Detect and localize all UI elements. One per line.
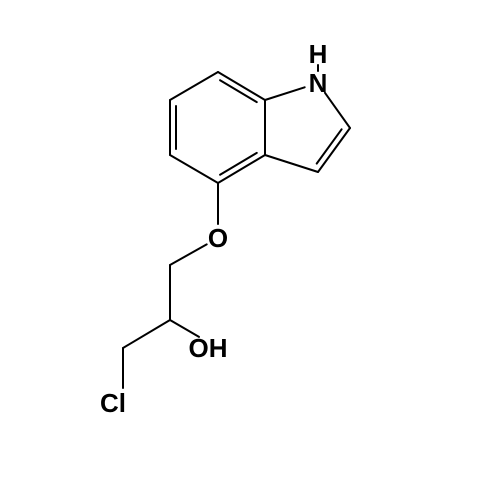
bond: [265, 155, 318, 172]
bond: [123, 320, 170, 348]
bond: [325, 93, 350, 128]
bond: [170, 244, 207, 265]
atom-label-oh: OH: [189, 333, 228, 363]
atom-label-n: N: [309, 68, 328, 98]
bonds-layer: [123, 65, 350, 388]
molecule-diagram: NH O OH Cl: [0, 0, 500, 500]
bond: [170, 72, 218, 100]
atoms-layer: NH O OH Cl: [100, 39, 327, 418]
bond: [318, 128, 350, 172]
atom-label-h: H: [309, 39, 328, 69]
bond: [218, 72, 265, 100]
bond: [218, 155, 265, 183]
atom-label-o: O: [208, 223, 228, 253]
bond: [317, 129, 342, 163]
bond: [170, 155, 218, 183]
bond: [265, 87, 305, 100]
atom-label-cl: Cl: [100, 388, 126, 418]
